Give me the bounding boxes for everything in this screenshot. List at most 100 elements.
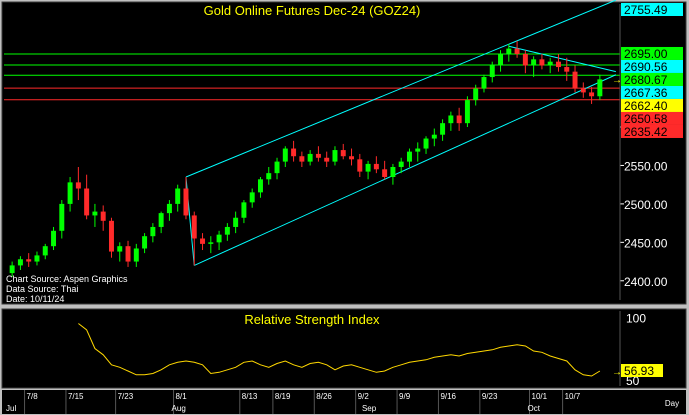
candle-body xyxy=(332,150,338,162)
candle-body xyxy=(597,79,603,97)
price-level-box xyxy=(621,72,683,86)
candle-body xyxy=(456,115,462,124)
price-level-box xyxy=(621,98,683,112)
candle-body xyxy=(224,226,230,235)
candle-body xyxy=(580,88,586,93)
candle-body xyxy=(233,217,239,227)
date-tick-label: 8/19 xyxy=(275,392,291,401)
candle-body xyxy=(42,246,48,256)
candle-body xyxy=(473,88,479,101)
y-tick-label: 2550.00 xyxy=(624,159,668,173)
candle-body xyxy=(249,192,255,203)
candle-body xyxy=(539,59,545,66)
rsi-line xyxy=(78,323,601,377)
candle-body xyxy=(506,48,512,54)
candle-body xyxy=(324,157,330,162)
price-level-box xyxy=(621,111,683,125)
candle-body xyxy=(522,53,528,66)
candle-body xyxy=(406,151,412,162)
candle-body xyxy=(100,211,106,221)
rsi-title: Relative Strength Index xyxy=(244,312,380,327)
candle-body xyxy=(373,163,379,170)
month-label: Aug xyxy=(172,404,186,413)
candle-body xyxy=(59,203,65,231)
axis-layer: 7/8 7/15 7/23 8/1 8/13 8/19 8/26 9/2 9/9 9/16 9/23… xyxy=(6,390,581,414)
candle-body xyxy=(415,148,421,152)
candle-body xyxy=(564,67,570,72)
candle-body xyxy=(158,213,164,227)
source-line-chart: Chart Source: Aspen Graphics xyxy=(6,274,128,284)
source-line-date: Date: 10/11/24 xyxy=(6,294,64,304)
candle-body xyxy=(291,148,297,157)
price-level-label: 2650.58 xyxy=(624,112,668,126)
date-axis-panel xyxy=(2,390,686,414)
candle-body xyxy=(133,248,139,262)
candle-body xyxy=(108,220,114,252)
price-level-label: 2667.36 xyxy=(624,86,668,100)
y-tick-label: 2500.00 xyxy=(624,198,668,212)
candle-body xyxy=(448,115,454,124)
candle-body xyxy=(257,179,263,193)
candle-body xyxy=(274,161,280,174)
date-tick-label: 10/1 xyxy=(532,392,548,401)
candle-body xyxy=(84,188,90,216)
candle-body xyxy=(200,238,206,244)
candle-body xyxy=(514,48,520,54)
candle-body xyxy=(299,156,305,162)
candle-body xyxy=(340,150,346,157)
candle-body xyxy=(216,234,222,243)
price-level-box xyxy=(621,85,683,99)
candle-body xyxy=(183,188,189,216)
candle-body xyxy=(166,203,172,214)
price-level-label: 2695.00 xyxy=(624,47,668,61)
date-tick-label: 10/7 xyxy=(565,392,581,401)
rsi-panel xyxy=(1,308,687,389)
date-tick-label: 8/26 xyxy=(316,392,332,401)
price-level-box xyxy=(621,124,683,138)
candle-body xyxy=(92,211,98,216)
month-label: Sep xyxy=(362,404,377,413)
candle-body xyxy=(191,215,197,239)
candle-body xyxy=(431,134,437,139)
candle-body xyxy=(365,163,371,172)
candle-body xyxy=(51,230,57,247)
price-level-box xyxy=(621,46,683,60)
trend-channel-midline xyxy=(508,45,616,73)
date-tick-label: 8/13 xyxy=(242,392,258,401)
candle-body xyxy=(208,242,214,244)
candle-body xyxy=(547,61,553,66)
price-level-box xyxy=(621,3,683,16)
candle-body xyxy=(150,226,156,237)
candle-body xyxy=(26,259,32,262)
rsi-tick-label: 100 xyxy=(626,311,646,325)
candle-body xyxy=(498,53,504,66)
candle-body xyxy=(125,246,131,262)
candle-body xyxy=(572,71,578,89)
y-tick-label: 2450.00 xyxy=(624,236,668,250)
y-tick-label: 2400.00 xyxy=(624,275,668,289)
last-price-arrow: → xyxy=(612,75,622,86)
date-tick-label: 9/2 xyxy=(358,392,370,401)
candle-body xyxy=(17,259,23,266)
candle-body xyxy=(175,188,181,204)
candle-body xyxy=(307,153,313,162)
candle-body xyxy=(117,246,123,252)
candle-body xyxy=(67,182,73,204)
price-layer: 2400.002450.002500.002550.002600.002755.… xyxy=(4,0,683,300)
rsi-tick-label: 50 xyxy=(626,374,640,388)
candle-body xyxy=(589,92,595,97)
candle-body xyxy=(357,159,363,172)
candle-body xyxy=(315,153,321,158)
candle-body xyxy=(531,59,537,66)
price-level-label: 2680.67 xyxy=(624,73,668,87)
candle-body xyxy=(349,156,355,160)
date-tick-label: 7/15 xyxy=(68,392,84,401)
date-tick-label: 9/23 xyxy=(482,392,498,401)
candle-body xyxy=(423,138,429,149)
date-tick-label: 7/23 xyxy=(118,392,134,401)
candle-body xyxy=(282,148,288,162)
price-level-label: 2662.40 xyxy=(624,99,668,113)
candle-body xyxy=(481,77,487,89)
